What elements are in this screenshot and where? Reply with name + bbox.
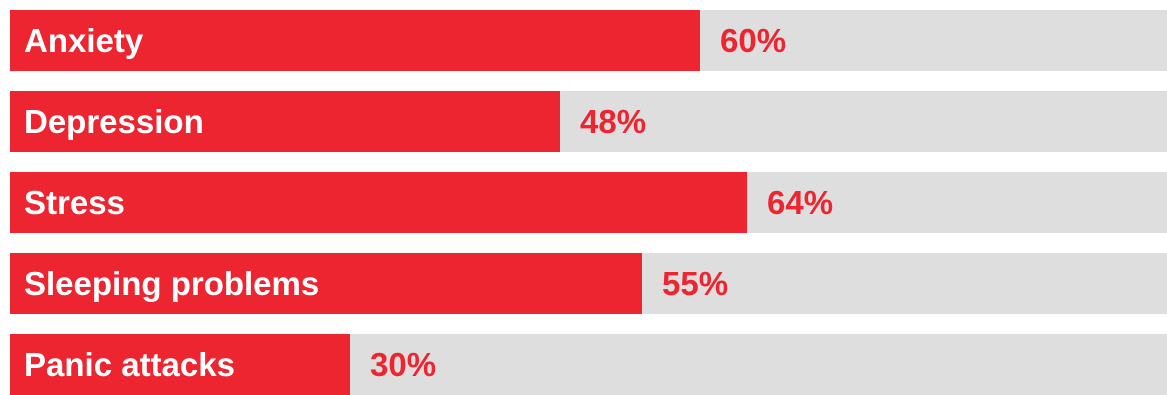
bar [10,253,642,314]
bar [10,172,747,233]
category-label: Anxiety [24,22,144,59]
category-label: Panic attacks [24,346,235,383]
value-label: 30% [370,346,437,383]
category-label: Sleeping problems [24,265,320,302]
value-label: 64% [767,184,834,221]
bar-row: Depression 48% [10,91,1167,152]
value-label: 48% [580,103,647,140]
value-label: 55% [662,265,729,302]
bar-row: Anxiety 60% [10,10,1167,71]
value-label: 60% [720,22,787,59]
bar-row: Stress 64% [10,172,1167,233]
category-label: Stress [24,184,125,221]
bar [10,334,350,395]
category-label: Depression [24,103,204,140]
bar [10,91,560,152]
bar-row: Panic attacks 30% [10,334,1167,395]
bar [10,10,700,71]
bar-row: Sleeping problems 55% [10,253,1167,314]
